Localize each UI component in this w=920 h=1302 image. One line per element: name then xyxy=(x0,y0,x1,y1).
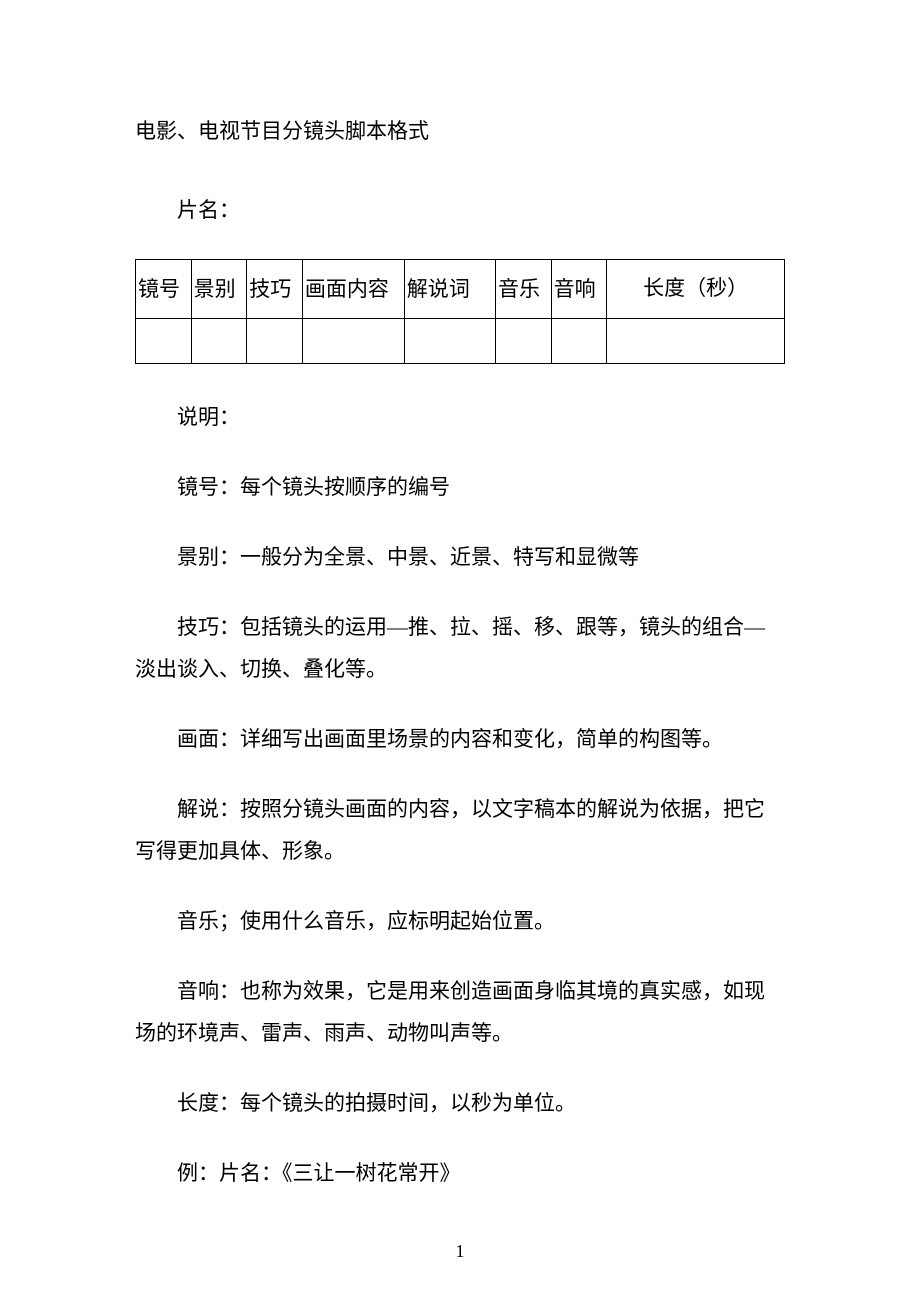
table-row xyxy=(136,318,785,363)
document-title: 电影、电视节目分镜头脚本格式 xyxy=(135,115,785,149)
header-music: 音乐 xyxy=(495,259,551,318)
film-name-label: 片名： xyxy=(135,189,785,231)
cell xyxy=(404,318,495,363)
cell xyxy=(607,318,785,363)
storyboard-table: 镜号 景别 技巧 画面内容 解说词 音乐 音响 长度（秒） xyxy=(135,259,785,364)
header-narration: 解说词 xyxy=(404,259,495,318)
para-content: 画面：详细写出画面里场景的内容和变化，简单的构图等。 xyxy=(135,718,785,760)
para-narration: 解说：按照分镜头画面的内容，以文字稿本的解说为依据，把它写得更加具体、形象。 xyxy=(135,788,785,872)
para-scene-type: 景别：一般分为全景、中景、近景、特写和显微等 xyxy=(135,536,785,578)
header-length: 长度（秒） xyxy=(607,259,785,318)
para-shot-no: 镜号：每个镜头按顺序的编号 xyxy=(135,466,785,508)
para-technique: 技巧：包括镜头的运用—推、拉、摇、移、跟等，镜头的组合—淡出谈入、切换、叠化等。 xyxy=(135,606,785,690)
cell xyxy=(136,318,192,363)
para-music: 音乐；使用什么音乐，应标明起始位置。 xyxy=(135,900,785,942)
header-sound: 音响 xyxy=(551,259,607,318)
cell xyxy=(495,318,551,363)
cell xyxy=(302,318,404,363)
cell xyxy=(247,318,303,363)
header-content: 画面内容 xyxy=(302,259,404,318)
header-scene-type: 景别 xyxy=(191,259,247,318)
explain-label: 说明： xyxy=(135,396,785,438)
cell xyxy=(551,318,607,363)
document-page: 电影、电视节目分镜头脚本格式 片名： 镜号 景别 技巧 画面内容 解说词 音乐 … xyxy=(0,0,920,1302)
page-number: 1 xyxy=(0,1241,920,1262)
para-length: 长度：每个镜头的拍摄时间，以秒为单位。 xyxy=(135,1082,785,1124)
table-header-row: 镜号 景别 技巧 画面内容 解说词 音乐 音响 长度（秒） xyxy=(136,259,785,318)
para-sound: 音响：也称为效果，它是用来创造画面身临其境的真实感，如现场的环境声、雷声、雨声、… xyxy=(135,970,785,1054)
para-example: 例：片名：《三让一树花常开》 xyxy=(135,1152,785,1194)
cell xyxy=(191,318,247,363)
header-technique: 技巧 xyxy=(247,259,303,318)
header-shot-no: 镜号 xyxy=(136,259,192,318)
